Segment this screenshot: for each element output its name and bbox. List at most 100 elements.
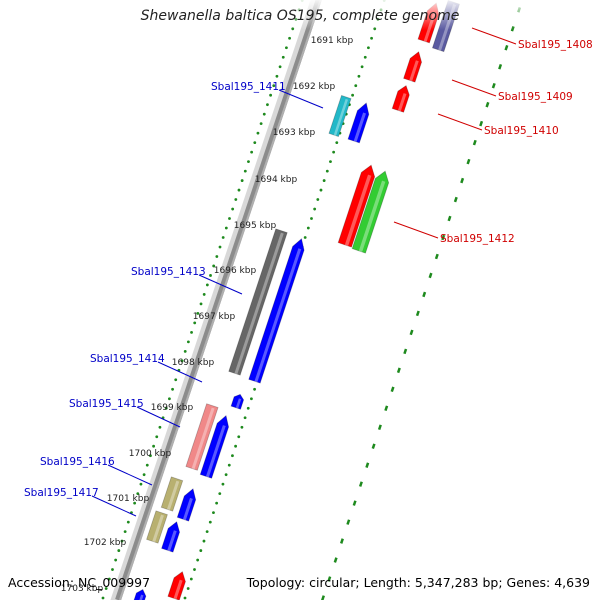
ruler-dot <box>224 473 228 477</box>
ruler-dash <box>365 462 370 468</box>
ruler-dot <box>221 236 225 239</box>
gene-feature-sbal195-1417[interactable] <box>146 510 168 544</box>
gene-feature-sbal195-1416-highlight <box>166 480 180 511</box>
ruler-dot <box>224 226 228 230</box>
ruler-dot <box>237 435 241 439</box>
leader-line <box>393 221 439 239</box>
ruler-dash <box>434 253 439 260</box>
ruler-dot <box>215 501 219 505</box>
ruler-dot <box>360 65 364 69</box>
ruler-dot <box>275 74 279 78</box>
gene-feature-sbal195-1416-blue[interactable] <box>176 488 197 522</box>
genome-backbone-highlight <box>119 0 322 600</box>
ruler-dot <box>218 245 222 249</box>
gene-label-sbal195-1415[interactable]: Sbal195_1415 <box>69 398 144 410</box>
ruler-dot <box>285 46 288 50</box>
ruler-dash <box>384 405 389 412</box>
gene-feature-sbal195-1413-blue[interactable] <box>248 238 305 384</box>
gene-feature-sbal195-1415-blue[interactable] <box>199 414 230 479</box>
gene-label-sbal195-1408[interactable]: Sbal195_1408 <box>518 39 593 51</box>
genome-title: Shewanella baltica OS195, complete genom… <box>140 8 460 24</box>
ruler-dot <box>281 55 285 59</box>
gene-label-sbal195-1416[interactable]: Sbal195_1416 <box>40 456 115 468</box>
ruler-dash <box>377 424 382 431</box>
leader-line <box>136 406 181 428</box>
gene-label-sbal195-1417[interactable]: Sbal195_1417 <box>24 487 99 499</box>
gene-feature-sbal195-1415[interactable] <box>185 403 219 471</box>
gene-feature-sbal195-1411-blue[interactable] <box>347 102 370 144</box>
leader-line <box>91 495 137 517</box>
ruler-dot <box>221 482 225 486</box>
ruler-dot <box>319 188 323 192</box>
gene-label-sbal195-1413[interactable]: Sbal195_1413 <box>131 266 206 278</box>
ruler-dot <box>212 511 215 515</box>
ruler-dot <box>196 558 200 562</box>
gene-feature-bottom[interactable] <box>132 588 147 600</box>
backbone-shadow <box>110 0 319 600</box>
ruler-dot <box>259 122 263 126</box>
kbp-tick-label: 1691 kbp <box>311 36 354 46</box>
ruler-dot <box>193 321 197 325</box>
gene-label-sbal195-1412[interactable]: Sbal195_1412 <box>440 233 515 245</box>
gene-feature-sbal195-1417-blue[interactable] <box>161 521 180 553</box>
leader-line <box>157 361 203 383</box>
kbp-tick-label: 1696 kbp <box>214 266 257 276</box>
ruler-dot <box>136 492 140 496</box>
ruler-dot <box>306 226 310 230</box>
ruler-dash <box>428 272 433 279</box>
gene-feature-sbal195-1409[interactable] <box>403 51 422 83</box>
gene-feature-sbal195-1412[interactable] <box>351 170 390 254</box>
ruler-dot <box>117 549 121 552</box>
gene-feature-sbal195-1415-highlight <box>191 407 215 470</box>
kbp-tick-label: 1699 kbp <box>151 403 194 413</box>
ruler-dot <box>183 596 187 600</box>
gene-feature-sbal195-1410[interactable] <box>391 85 410 113</box>
gene-feature-sbal195-1413[interactable] <box>228 228 288 376</box>
ruler-dot <box>189 577 193 581</box>
ruler-dot <box>215 255 219 258</box>
ruler-dot <box>266 103 269 107</box>
kbp-tick-label: 1702 kbp <box>84 538 127 548</box>
gene-feature-partial[interactable] <box>167 571 186 600</box>
gene-feature-sbal195-1412-red[interactable] <box>337 164 376 248</box>
ruler-dot <box>145 463 149 467</box>
ruler-dot <box>234 444 237 448</box>
ruler-dot <box>199 302 203 306</box>
leader-line <box>278 89 324 109</box>
ruler-dash <box>472 139 477 146</box>
ruler-dot <box>354 84 358 88</box>
ruler-dot <box>180 359 184 363</box>
kbp-tick-label: 1695 kbp <box>234 221 277 231</box>
ruler-dot <box>243 169 247 173</box>
ruler-dot <box>186 587 190 590</box>
leader-line <box>471 27 517 45</box>
gene-label-sbal195-1409[interactable]: Sbal195_1409 <box>498 91 573 103</box>
ruler-dot <box>152 444 155 448</box>
ruler-dot <box>164 406 168 410</box>
ruler-dash <box>358 481 363 487</box>
ruler-dot <box>158 425 162 429</box>
ruler-dash <box>339 538 344 544</box>
accession-label: Accession: NC_009997 <box>8 575 151 590</box>
ruler-dot <box>250 150 254 154</box>
ruler-dot <box>250 397 253 401</box>
gene-feature-sbal195-1411[interactable] <box>328 94 352 138</box>
ruler-dot <box>228 217 231 220</box>
ruler-dash <box>504 44 509 51</box>
title-fade <box>0 0 600 30</box>
ruler-dash <box>390 386 395 393</box>
gene-label-sbal195-1414[interactable]: Sbal195_1414 <box>90 353 165 365</box>
gene-feature-sbal195-1412-red-highlight <box>344 174 372 246</box>
gene-label-sbal195-1410[interactable]: Sbal195_1410 <box>484 125 559 137</box>
ruler-dot <box>126 520 130 524</box>
ruler-dot <box>278 65 282 69</box>
ruler-dot <box>237 188 241 192</box>
ruler-dash <box>409 329 414 336</box>
gene-label-sbal195-1411[interactable]: Sbal195_1411 <box>211 81 286 93</box>
ruler-dash <box>352 500 357 506</box>
ruler-dot <box>209 274 212 277</box>
ruler-dot <box>199 549 203 552</box>
gene-feature-sbal195-1416-blue-highlight <box>182 497 193 521</box>
gene-feature-sbal195-1414[interactable] <box>230 393 245 410</box>
gene-feature-sbal195-1416[interactable] <box>160 476 184 512</box>
